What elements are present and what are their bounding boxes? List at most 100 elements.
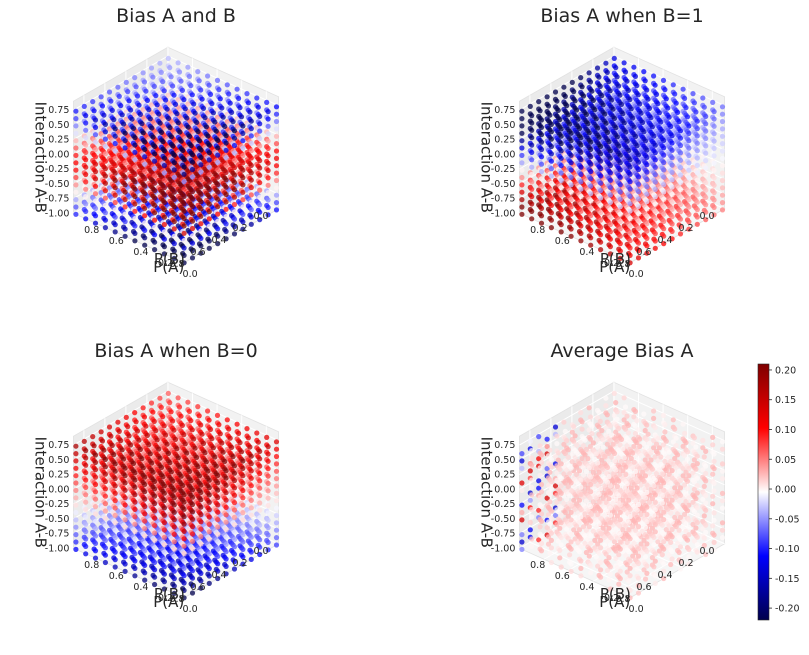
scatter-point bbox=[92, 154, 99, 160]
scatter-point bbox=[644, 154, 650, 160]
scatter-point bbox=[661, 182, 667, 188]
scatter-point bbox=[711, 109, 717, 115]
scatter-point bbox=[558, 170, 564, 176]
scatter-point bbox=[257, 165, 263, 171]
scatter-point bbox=[142, 213, 148, 219]
scatter-point bbox=[677, 165, 684, 171]
scatter-point bbox=[655, 101, 661, 107]
scatter-point bbox=[558, 229, 564, 235]
scatter-point bbox=[598, 165, 604, 172]
scatter-point bbox=[519, 189, 525, 195]
scatter-point bbox=[552, 89, 559, 95]
scatter-point bbox=[547, 112, 553, 118]
scatter-point bbox=[652, 142, 658, 148]
scatter-point bbox=[574, 107, 580, 113]
scatter-point bbox=[273, 177, 280, 184]
scatter-point bbox=[660, 77, 667, 83]
scatter-point bbox=[627, 215, 633, 222]
scatter-point bbox=[666, 114, 672, 120]
scatter-point bbox=[231, 187, 238, 193]
scatter-point bbox=[238, 114, 245, 120]
scatter-point bbox=[265, 204, 271, 210]
scatter-point bbox=[598, 173, 604, 179]
scatter-point bbox=[206, 201, 212, 207]
scatter-point bbox=[703, 113, 709, 119]
scatter-point bbox=[152, 143, 158, 149]
scatter-point bbox=[558, 214, 564, 220]
scatter-point bbox=[669, 184, 675, 190]
scatter-point bbox=[634, 143, 640, 149]
scatter-point bbox=[598, 158, 604, 164]
scatter-point bbox=[607, 192, 614, 198]
scatter-point bbox=[273, 200, 280, 206]
panel-title: Bias A and B bbox=[116, 5, 236, 27]
scatter-point bbox=[694, 162, 700, 168]
scatter-point bbox=[215, 152, 221, 158]
scatter-point bbox=[607, 221, 614, 228]
scatter-point bbox=[178, 413, 184, 419]
scatter-point bbox=[189, 203, 196, 209]
scatter-point bbox=[176, 404, 183, 410]
scatter-point bbox=[231, 142, 238, 149]
scatter-point bbox=[626, 147, 632, 153]
scatter-point bbox=[633, 133, 639, 139]
scatter-point bbox=[102, 121, 108, 127]
scatter-point bbox=[161, 192, 167, 198]
scatter-point bbox=[180, 147, 186, 153]
scatter-point bbox=[273, 141, 280, 147]
scatter-point bbox=[676, 119, 682, 125]
scatter-point bbox=[229, 109, 235, 115]
scatter-point bbox=[607, 88, 613, 94]
scatter-point bbox=[198, 154, 204, 160]
scatter-point bbox=[578, 171, 584, 177]
scatter-point bbox=[132, 164, 138, 170]
scatter-point bbox=[215, 182, 221, 188]
scatter-point bbox=[661, 189, 667, 195]
scatter-point bbox=[607, 170, 614, 176]
scatter-point bbox=[205, 408, 211, 414]
scatter-point bbox=[627, 223, 633, 229]
scatter-point bbox=[73, 189, 79, 195]
scatter-point bbox=[223, 133, 229, 139]
scatter-point bbox=[652, 245, 658, 251]
scatter-point bbox=[661, 174, 667, 180]
y-tick-label: 0.6 bbox=[636, 247, 651, 258]
scatter-point bbox=[694, 184, 700, 191]
scatter-point bbox=[255, 104, 261, 110]
scatter-point bbox=[703, 121, 709, 127]
scatter-point bbox=[635, 152, 642, 158]
scatter-point bbox=[597, 83, 603, 89]
scatter-point bbox=[123, 79, 129, 85]
scatter-point bbox=[710, 99, 716, 105]
scatter-point bbox=[607, 185, 614, 191]
scatter-point bbox=[171, 152, 177, 158]
scatter-point bbox=[106, 89, 113, 95]
scatter-point bbox=[92, 183, 99, 189]
scatter-point bbox=[529, 149, 535, 155]
scatter-point bbox=[161, 244, 167, 250]
scatter-point bbox=[132, 186, 138, 192]
scatter-point bbox=[73, 130, 79, 136]
scatter-point bbox=[152, 151, 158, 157]
scatter-point bbox=[161, 207, 167, 213]
scatter-point bbox=[594, 65, 601, 71]
scatter-point bbox=[161, 148, 167, 154]
scatter-point bbox=[568, 211, 574, 217]
scatter-point bbox=[240, 152, 246, 159]
scatter-point bbox=[245, 100, 251, 106]
scatter-point bbox=[150, 134, 156, 140]
scatter-point bbox=[142, 205, 148, 211]
scatter-point bbox=[248, 155, 254, 161]
scatter-point bbox=[548, 202, 555, 208]
scatter-point bbox=[132, 410, 138, 416]
scatter-point bbox=[161, 236, 167, 242]
scatter-point bbox=[139, 121, 145, 127]
scatter-point bbox=[165, 390, 171, 396]
scatter-point bbox=[567, 121, 573, 127]
scatter-point bbox=[181, 193, 187, 199]
scatter-point bbox=[83, 149, 89, 155]
scatter-point bbox=[578, 223, 584, 229]
scatter-point bbox=[651, 133, 657, 139]
scatter-point bbox=[617, 241, 623, 247]
scatter-point bbox=[247, 109, 253, 115]
